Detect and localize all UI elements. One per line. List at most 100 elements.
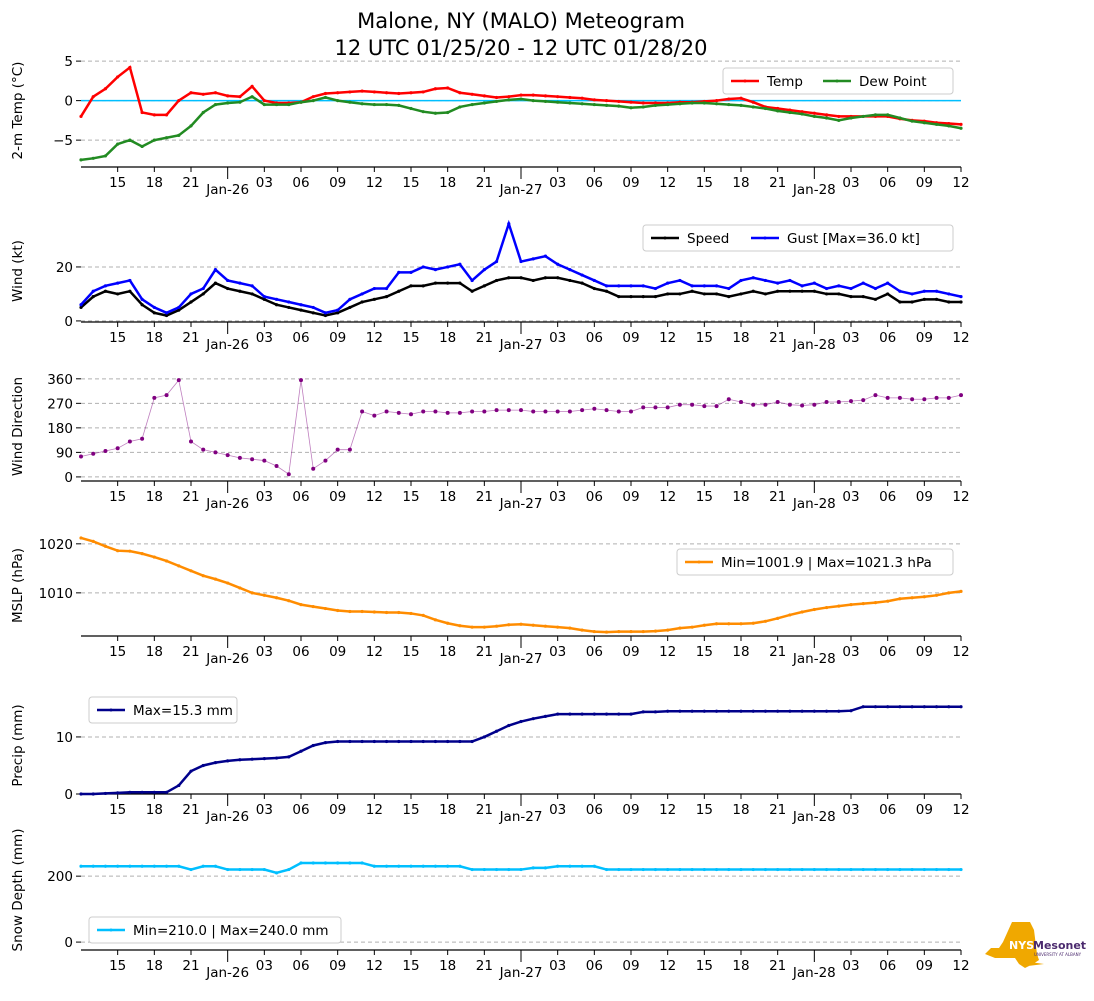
data-point: [226, 759, 230, 763]
data-point: [873, 286, 878, 291]
data-point: [567, 409, 572, 414]
data-point: [79, 305, 83, 310]
data-point: [531, 623, 535, 627]
data-point: [91, 792, 95, 796]
legend-marker: [835, 79, 839, 83]
data-point: [617, 867, 621, 872]
data-point: [397, 103, 401, 107]
data-point: [910, 397, 915, 402]
data-point: [824, 286, 829, 291]
data-point: [922, 595, 926, 599]
data-point: [250, 84, 254, 88]
data-point: [886, 281, 890, 285]
legend-marker: [663, 236, 667, 240]
data-point: [800, 112, 804, 116]
data-point: [641, 105, 645, 109]
data-point: [959, 393, 963, 398]
series-line-wind-speed-0: [80, 276, 961, 317]
x-tick-label: 21: [769, 175, 786, 191]
data-point: [556, 864, 560, 868]
data-point: [910, 705, 914, 709]
legend-box: [642, 224, 954, 252]
x-tick-label: 12: [952, 958, 969, 974]
data-point: [592, 406, 597, 411]
data-point: [299, 749, 303, 753]
x-tick-label: 18: [146, 802, 163, 818]
y-tick-label: −5: [53, 133, 73, 149]
data-point: [262, 593, 266, 597]
data-point: [421, 284, 425, 288]
x-tick-label: 18: [732, 958, 749, 974]
x-tick-label: Jan-26: [205, 496, 249, 512]
data-point: [274, 303, 279, 307]
data-point: [177, 308, 181, 312]
x-tick-label: 06: [292, 958, 309, 974]
x-tick-label: 18: [146, 330, 163, 346]
data-point: [237, 455, 242, 460]
legend-box: [676, 548, 954, 576]
x-tick-label: 21: [769, 330, 786, 346]
data-point: [152, 555, 156, 559]
data-point: [189, 439, 193, 444]
data-point: [776, 106, 780, 111]
data-point: [824, 867, 829, 872]
data-point: [164, 393, 169, 398]
data-point: [299, 603, 303, 607]
data-point: [152, 395, 157, 400]
data-point: [347, 447, 352, 452]
data-point: [922, 397, 927, 402]
data-point: [482, 867, 486, 872]
x-tick-label: 06: [292, 489, 309, 505]
chart-subtitle: 12 UTC 01/25/20 - 12 UTC 01/28/20: [335, 36, 708, 60]
data-point: [470, 739, 474, 744]
data-point: [934, 867, 939, 872]
data-point: [788, 613, 792, 617]
data-point: [397, 270, 401, 274]
data-point: [947, 292, 951, 296]
data-point: [299, 861, 303, 865]
data-point: [751, 867, 755, 872]
x-tick-label: Jan-26: [205, 182, 249, 198]
data-point: [140, 436, 145, 441]
data-point: [164, 790, 169, 794]
data-point: [360, 739, 364, 744]
x-tick-label: 09: [622, 802, 639, 818]
data-point: [176, 378, 181, 383]
data-point: [556, 625, 560, 629]
data-point: [519, 408, 523, 413]
data-point: [494, 729, 499, 733]
data-point: [959, 295, 963, 299]
data-point: [372, 90, 376, 94]
x-tick-label: 09: [916, 489, 933, 505]
data-point: [421, 265, 425, 269]
data-point: [238, 289, 242, 293]
data-point: [384, 286, 389, 291]
data-point: [555, 409, 560, 414]
data-point: [274, 596, 279, 600]
x-tick-label: 06: [292, 644, 309, 660]
data-point: [458, 624, 462, 628]
data-point: [751, 100, 755, 104]
data-point: [348, 90, 352, 94]
legend: Temp Dew Point: [722, 67, 954, 95]
data-point: [103, 87, 108, 91]
y-tick-label: 200: [47, 869, 73, 885]
x-tick-label: 15: [402, 802, 419, 818]
data-point: [177, 99, 181, 103]
x-tick-label: 06: [292, 175, 309, 191]
data-point: [910, 596, 914, 600]
data-point: [287, 867, 291, 872]
data-point: [812, 111, 816, 115]
data-point: [653, 295, 658, 299]
data-point: [947, 300, 951, 304]
x-tick-label: 12: [952, 802, 969, 818]
data-point: [824, 399, 829, 404]
data-point: [787, 402, 792, 407]
legend-marker: [697, 560, 701, 564]
data-point: [849, 603, 853, 607]
data-point: [519, 259, 523, 264]
x-tick-label: 18: [439, 175, 456, 191]
data-point: [397, 864, 401, 868]
data-point: [470, 278, 474, 283]
data-point: [311, 466, 316, 471]
